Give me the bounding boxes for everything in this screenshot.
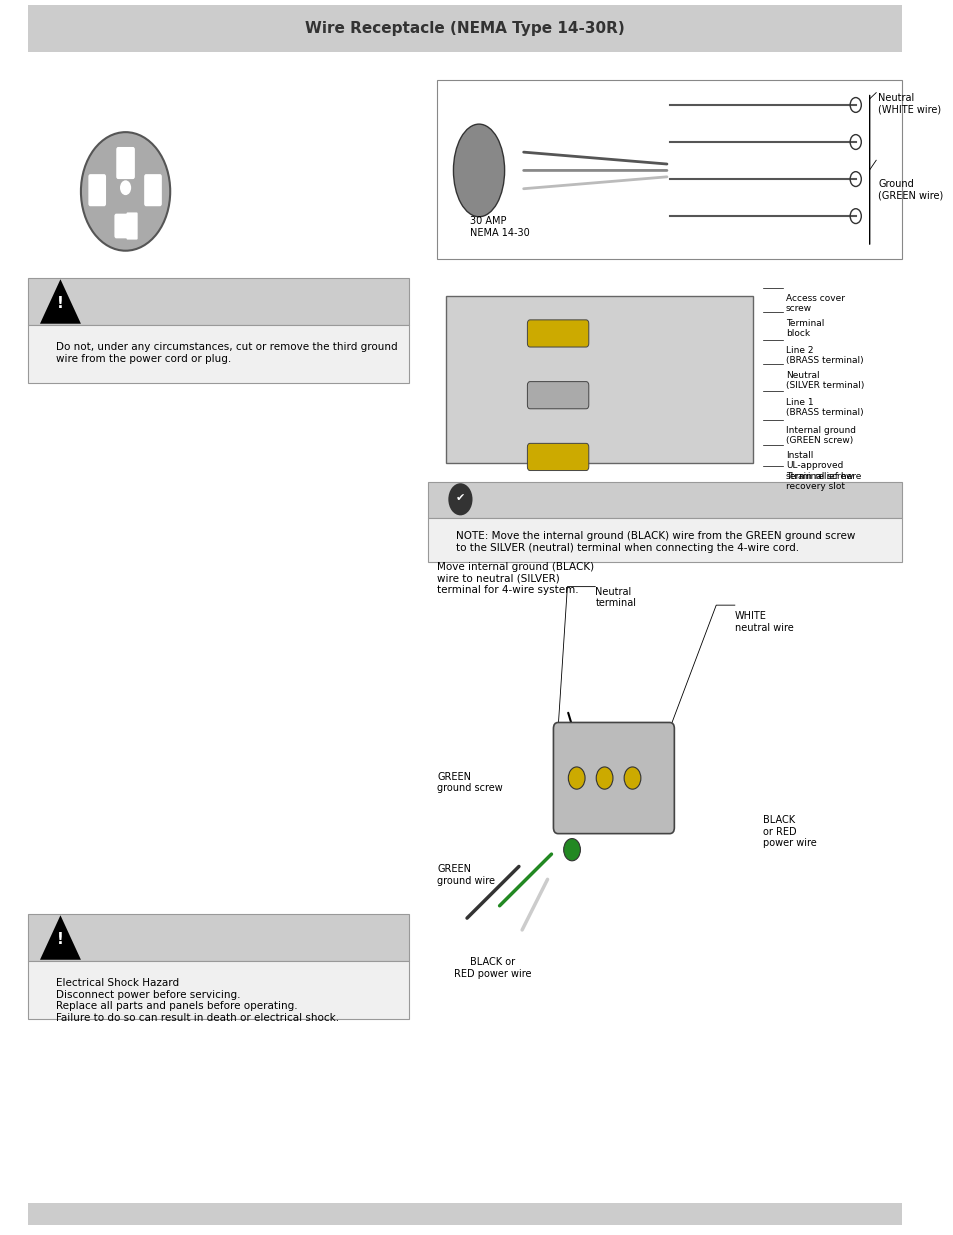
Circle shape bbox=[448, 483, 472, 515]
Text: Access cover
screw: Access cover screw bbox=[785, 294, 844, 314]
Circle shape bbox=[623, 767, 640, 789]
FancyBboxPatch shape bbox=[28, 1203, 902, 1225]
Text: BLACK or
RED power wire: BLACK or RED power wire bbox=[454, 957, 531, 978]
Text: Neutral
terminal: Neutral terminal bbox=[595, 587, 636, 608]
Circle shape bbox=[596, 767, 613, 789]
Circle shape bbox=[120, 180, 131, 195]
FancyBboxPatch shape bbox=[114, 214, 136, 238]
Text: ✔: ✔ bbox=[456, 493, 465, 503]
Text: GREEN
ground wire: GREEN ground wire bbox=[436, 864, 495, 885]
FancyBboxPatch shape bbox=[527, 320, 588, 347]
FancyBboxPatch shape bbox=[428, 482, 902, 517]
Text: Electrical Shock Hazard
Disconnect power before servicing.
Replace all parts and: Electrical Shock Hazard Disconnect power… bbox=[56, 978, 338, 1023]
Text: Neutral
(WHITE wire): Neutral (WHITE wire) bbox=[877, 93, 941, 114]
FancyBboxPatch shape bbox=[28, 325, 409, 383]
Text: Terminal
block: Terminal block bbox=[785, 319, 823, 338]
Text: GREEN
ground screw: GREEN ground screw bbox=[436, 772, 502, 793]
FancyBboxPatch shape bbox=[28, 961, 409, 1019]
FancyBboxPatch shape bbox=[436, 587, 902, 969]
FancyBboxPatch shape bbox=[527, 382, 588, 409]
Circle shape bbox=[81, 132, 170, 251]
Text: Internal ground
(GREEN screw): Internal ground (GREEN screw) bbox=[785, 426, 855, 446]
FancyBboxPatch shape bbox=[436, 80, 902, 259]
Text: WHITE
neutral wire: WHITE neutral wire bbox=[734, 611, 793, 632]
FancyBboxPatch shape bbox=[116, 147, 134, 179]
FancyBboxPatch shape bbox=[446, 296, 753, 463]
Text: Ground
(GREEN wire): Ground (GREEN wire) bbox=[877, 179, 943, 200]
FancyBboxPatch shape bbox=[28, 5, 902, 52]
Text: Move internal ground (BLACK)
wire to neutral (SILVER)
terminal for 4-wire system: Move internal ground (BLACK) wire to neu… bbox=[436, 562, 594, 595]
Text: Line 2
(BRASS terminal): Line 2 (BRASS terminal) bbox=[785, 346, 862, 366]
Polygon shape bbox=[40, 279, 81, 324]
Text: !: ! bbox=[57, 296, 64, 311]
Text: Neutral
(SILVER terminal): Neutral (SILVER terminal) bbox=[785, 370, 863, 390]
Text: 30 AMP
NEMA 14-30: 30 AMP NEMA 14-30 bbox=[469, 216, 529, 237]
Text: !: ! bbox=[57, 932, 64, 947]
FancyBboxPatch shape bbox=[144, 174, 162, 206]
Text: NOTE: Move the internal ground (BLACK) wire from the GREEN ground screw
to the S: NOTE: Move the internal ground (BLACK) w… bbox=[456, 531, 854, 553]
Text: BLACK
or RED
power wire: BLACK or RED power wire bbox=[762, 815, 816, 848]
FancyBboxPatch shape bbox=[28, 914, 409, 961]
Ellipse shape bbox=[453, 125, 504, 217]
Circle shape bbox=[568, 767, 584, 789]
FancyBboxPatch shape bbox=[89, 174, 106, 206]
Text: Do not, under any circumstances, cut or remove the third ground
wire from the po: Do not, under any circumstances, cut or … bbox=[56, 342, 397, 363]
Text: Wire Receptacle (NEMA Type 14-30R): Wire Receptacle (NEMA Type 14-30R) bbox=[305, 21, 624, 36]
Polygon shape bbox=[40, 915, 81, 960]
FancyBboxPatch shape bbox=[28, 278, 409, 325]
Circle shape bbox=[563, 839, 579, 861]
FancyBboxPatch shape bbox=[553, 722, 674, 834]
FancyBboxPatch shape bbox=[127, 212, 137, 240]
Text: Install
UL-approved
strain relief here: Install UL-approved strain relief here bbox=[785, 451, 861, 480]
Text: Line 1
(BRASS terminal): Line 1 (BRASS terminal) bbox=[785, 398, 862, 417]
Text: Terminal screw
recovery slot: Terminal screw recovery slot bbox=[785, 472, 853, 492]
FancyBboxPatch shape bbox=[428, 517, 902, 562]
FancyBboxPatch shape bbox=[527, 443, 588, 471]
